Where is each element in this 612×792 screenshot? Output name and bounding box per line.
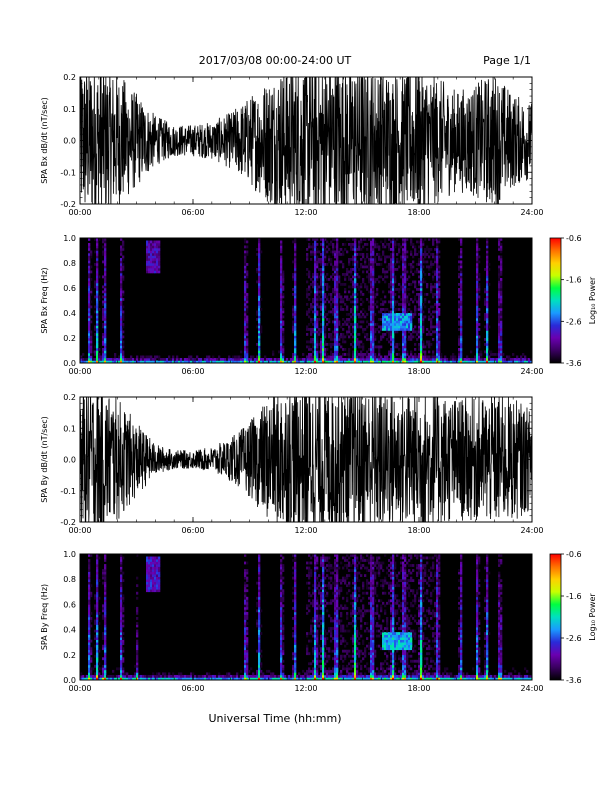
- y-tick-label: -0.2: [60, 518, 76, 527]
- y-tick-label: 0.8: [63, 575, 76, 584]
- x-tick-label: 24:00: [520, 684, 543, 693]
- y-axis-label: SPA Bx Freq (Hz): [40, 267, 49, 333]
- y-tick-label: 0.0: [63, 676, 76, 685]
- colorbar-tick-label: -3.6: [566, 359, 582, 368]
- x-tick-label: 12:00: [294, 367, 317, 376]
- signal-trace: [80, 397, 532, 522]
- colorbar-tick-label: -3.6: [566, 676, 582, 685]
- spectrogram-cells: [80, 238, 532, 363]
- x-tick-label: 18:00: [407, 684, 430, 693]
- y-tick-label: 1.0: [63, 550, 76, 559]
- colorbar: [549, 237, 562, 364]
- colorbar-tick-label: -1.6: [566, 592, 582, 601]
- panel-1: 00:00 06:00 12:00 18:00 24:00 0.2 0.1 0.0 -0.1 -0…: [40, 73, 544, 217]
- page-number: Page 1/1: [483, 54, 531, 67]
- plot-area: [80, 238, 532, 363]
- panel-4: -0.6 -1.6 -2.6 -3.6 Log₁₀ Power 00:00 06:00 12:…: [40, 550, 597, 693]
- y-tick-label: 1.0: [63, 234, 76, 243]
- y-tick-label: 0.6: [63, 284, 76, 293]
- y-tick-label: 0.4: [63, 309, 76, 318]
- x-tick-label: 06:00: [181, 684, 204, 693]
- colorbar-label: Log₁₀ Power: [588, 276, 597, 324]
- figure-title: 2017/03/08 00:00-24:00 UT: [199, 54, 352, 67]
- colorbar: [549, 553, 562, 681]
- colorbar-tick-label: -0.6: [566, 550, 582, 559]
- y-tick-label: 0.2: [63, 334, 76, 343]
- x-tick-label: 06:00: [181, 208, 204, 217]
- x-tick-label: 06:00: [181, 367, 204, 376]
- y-tick-label: 0.2: [63, 73, 76, 82]
- panels: 00:00 06:00 12:00 18:00 24:00 0.2 0.1 0.0 -0.1 -0…: [40, 73, 597, 693]
- panel-2: -0.6 -1.6 -2.6 -3.6 Log₁₀ Power 00:00 06:00 12:…: [40, 234, 597, 376]
- y-tick-label: 0.2: [63, 651, 76, 660]
- colorbar-tick-label: -2.6: [566, 317, 582, 326]
- y-tick-label: 0.8: [63, 259, 76, 268]
- x-tick-label: 00:00: [68, 208, 91, 217]
- x-tick-label: 00:00: [68, 684, 91, 693]
- x-tick-label: 24:00: [520, 208, 543, 217]
- y-tick-label: 0.0: [63, 456, 76, 465]
- y-axis-label: SPA By Freq (Hz): [40, 584, 49, 650]
- x-tick-label: 24:00: [520, 367, 543, 376]
- y-tick-label: -0.1: [60, 487, 76, 496]
- y-axis-label: SPA By dB/dt (nT/sec): [40, 416, 49, 503]
- x-tick-label: 12:00: [294, 684, 317, 693]
- y-tick-label: -0.1: [60, 168, 76, 177]
- plot-area: [80, 77, 532, 204]
- y-tick-label: 0.2: [63, 393, 76, 402]
- x-tick-label: 00:00: [68, 367, 91, 376]
- x-tick-label: 06:00: [181, 526, 204, 535]
- plot-area: [80, 554, 532, 680]
- y-tick-label: 0.1: [63, 424, 76, 433]
- x-tick-label: 12:00: [294, 526, 317, 535]
- y-tick-label: 0.6: [63, 600, 76, 609]
- panel-3: 00:00 06:00 12:00 18:00 24:00 0.2 0.1 0.0 -0.1 -0…: [40, 393, 544, 535]
- x-tick-label: 18:00: [407, 526, 430, 535]
- signal-trace: [80, 77, 532, 204]
- colorbar-tick-label: -0.6: [566, 234, 582, 243]
- plot-area: [80, 397, 532, 522]
- colorbar-tick-label: -2.6: [566, 634, 582, 643]
- x-tick-label: 00:00: [68, 526, 91, 535]
- x-tick-label: 18:00: [407, 367, 430, 376]
- colorbar-label: Log₁₀ Power: [588, 593, 597, 641]
- x-tick-label: 12:00: [294, 208, 317, 217]
- y-tick-label: 0.0: [63, 359, 76, 368]
- y-tick-label: -0.2: [60, 200, 76, 209]
- y-tick-label: 0.1: [63, 105, 76, 114]
- y-axis-label: SPA Bx dB/dt (nT/sec): [40, 97, 49, 184]
- y-tick-label: 0.0: [63, 137, 76, 146]
- y-tick-label: 0.4: [63, 626, 76, 635]
- x-axis-title: Universal Time (hh:mm): [209, 712, 342, 725]
- x-tick-label: 18:00: [407, 208, 430, 217]
- x-tick-label: 24:00: [520, 526, 543, 535]
- spectrogram-cells: [80, 554, 532, 680]
- colorbar-tick-label: -1.6: [566, 276, 582, 285]
